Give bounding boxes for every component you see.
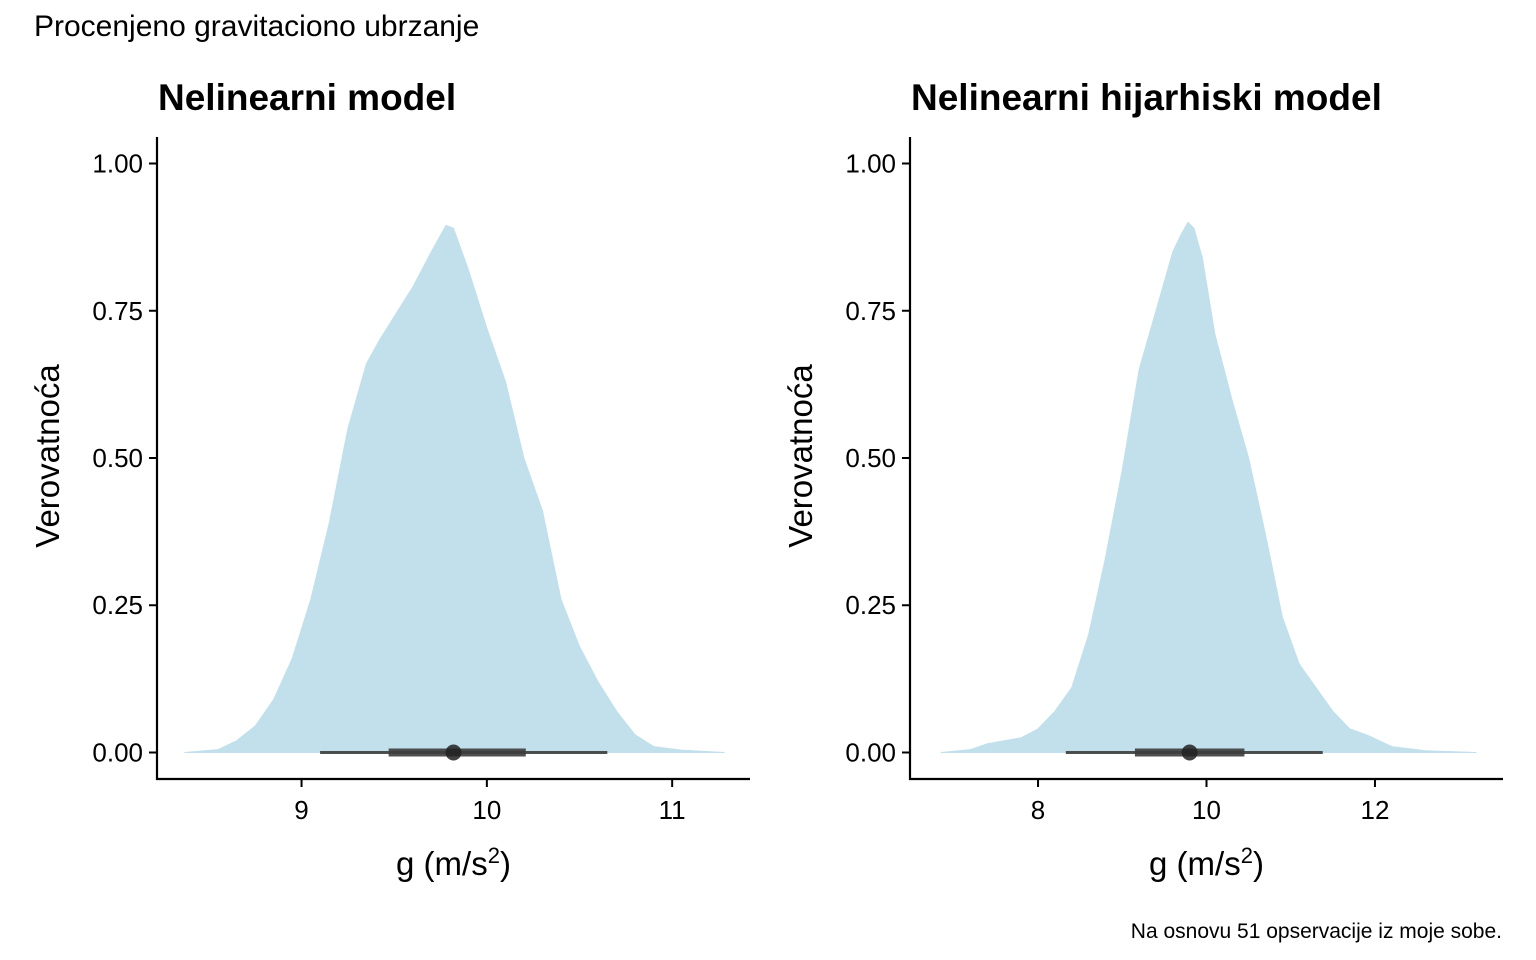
y-tick-label: 1.00 xyxy=(845,149,896,179)
y-ticks: 0.00 0.25 0.50 0.75 1.00 xyxy=(845,149,910,767)
page-title: Procenjeno gravitaciono ubrzanje xyxy=(34,10,480,43)
x-tick-label: 8 xyxy=(1031,795,1045,825)
panel-nelinearni-hijarhiski-model: Nelinearni hijarhiski model 0.00 0.25 0.50… xyxy=(782,77,1503,882)
panel-nelinearni-model: Nelinearni model 0.00 0.25 0.50 0.75 1.00 9 1… xyxy=(29,77,750,882)
x-axis-title-close: ) xyxy=(1253,845,1264,882)
x-tick-label: 10 xyxy=(1192,795,1221,825)
x-axis-title: g (m/s2) xyxy=(1149,843,1264,883)
x-ticks: 9 10 11 xyxy=(294,779,686,825)
y-tick-label: 0.50 xyxy=(92,443,143,473)
y-tick-label: 0.25 xyxy=(92,590,143,620)
panel-title: Nelinearni model xyxy=(158,77,456,118)
x-tick-label: 12 xyxy=(1361,795,1390,825)
x-ticks: 8 10 12 xyxy=(1031,779,1390,825)
figure-caption: Na osnovu 51 opservacije iz moje sobe. xyxy=(1130,920,1502,943)
x-axis-title-base: g (m/s xyxy=(396,845,488,882)
y-ticks: 0.00 0.25 0.50 0.75 1.00 xyxy=(92,149,157,767)
y-tick-label: 0.75 xyxy=(845,296,896,326)
y-axis-title: Verovatnoća xyxy=(782,364,819,548)
point-estimate xyxy=(1181,744,1198,761)
y-tick-label: 0.75 xyxy=(92,296,143,326)
x-tick-label: 9 xyxy=(294,795,308,825)
x-axis-title-sup: 2 xyxy=(488,843,500,868)
y-tick-label: 0.50 xyxy=(845,443,896,473)
x-axis-title-close: ) xyxy=(500,845,511,882)
y-tick-label: 1.00 xyxy=(92,149,143,179)
x-tick-label: 10 xyxy=(472,795,501,825)
y-tick-label: 0.00 xyxy=(845,737,896,767)
x-tick-label: 11 xyxy=(659,795,686,825)
y-tick-label: 0.25 xyxy=(845,590,896,620)
x-axis-title: g (m/s2) xyxy=(396,843,511,883)
x-axis-title-base: g (m/s xyxy=(1149,845,1241,882)
density-area xyxy=(940,221,1477,753)
y-axis-title: Verovatnoća xyxy=(29,364,66,548)
y-tick-label: 0.00 xyxy=(92,737,143,767)
x-axis-title-sup: 2 xyxy=(1241,843,1253,868)
density-area xyxy=(184,224,725,753)
panel-title: Nelinearni hijarhiski model xyxy=(911,77,1382,118)
point-estimate xyxy=(445,744,462,761)
